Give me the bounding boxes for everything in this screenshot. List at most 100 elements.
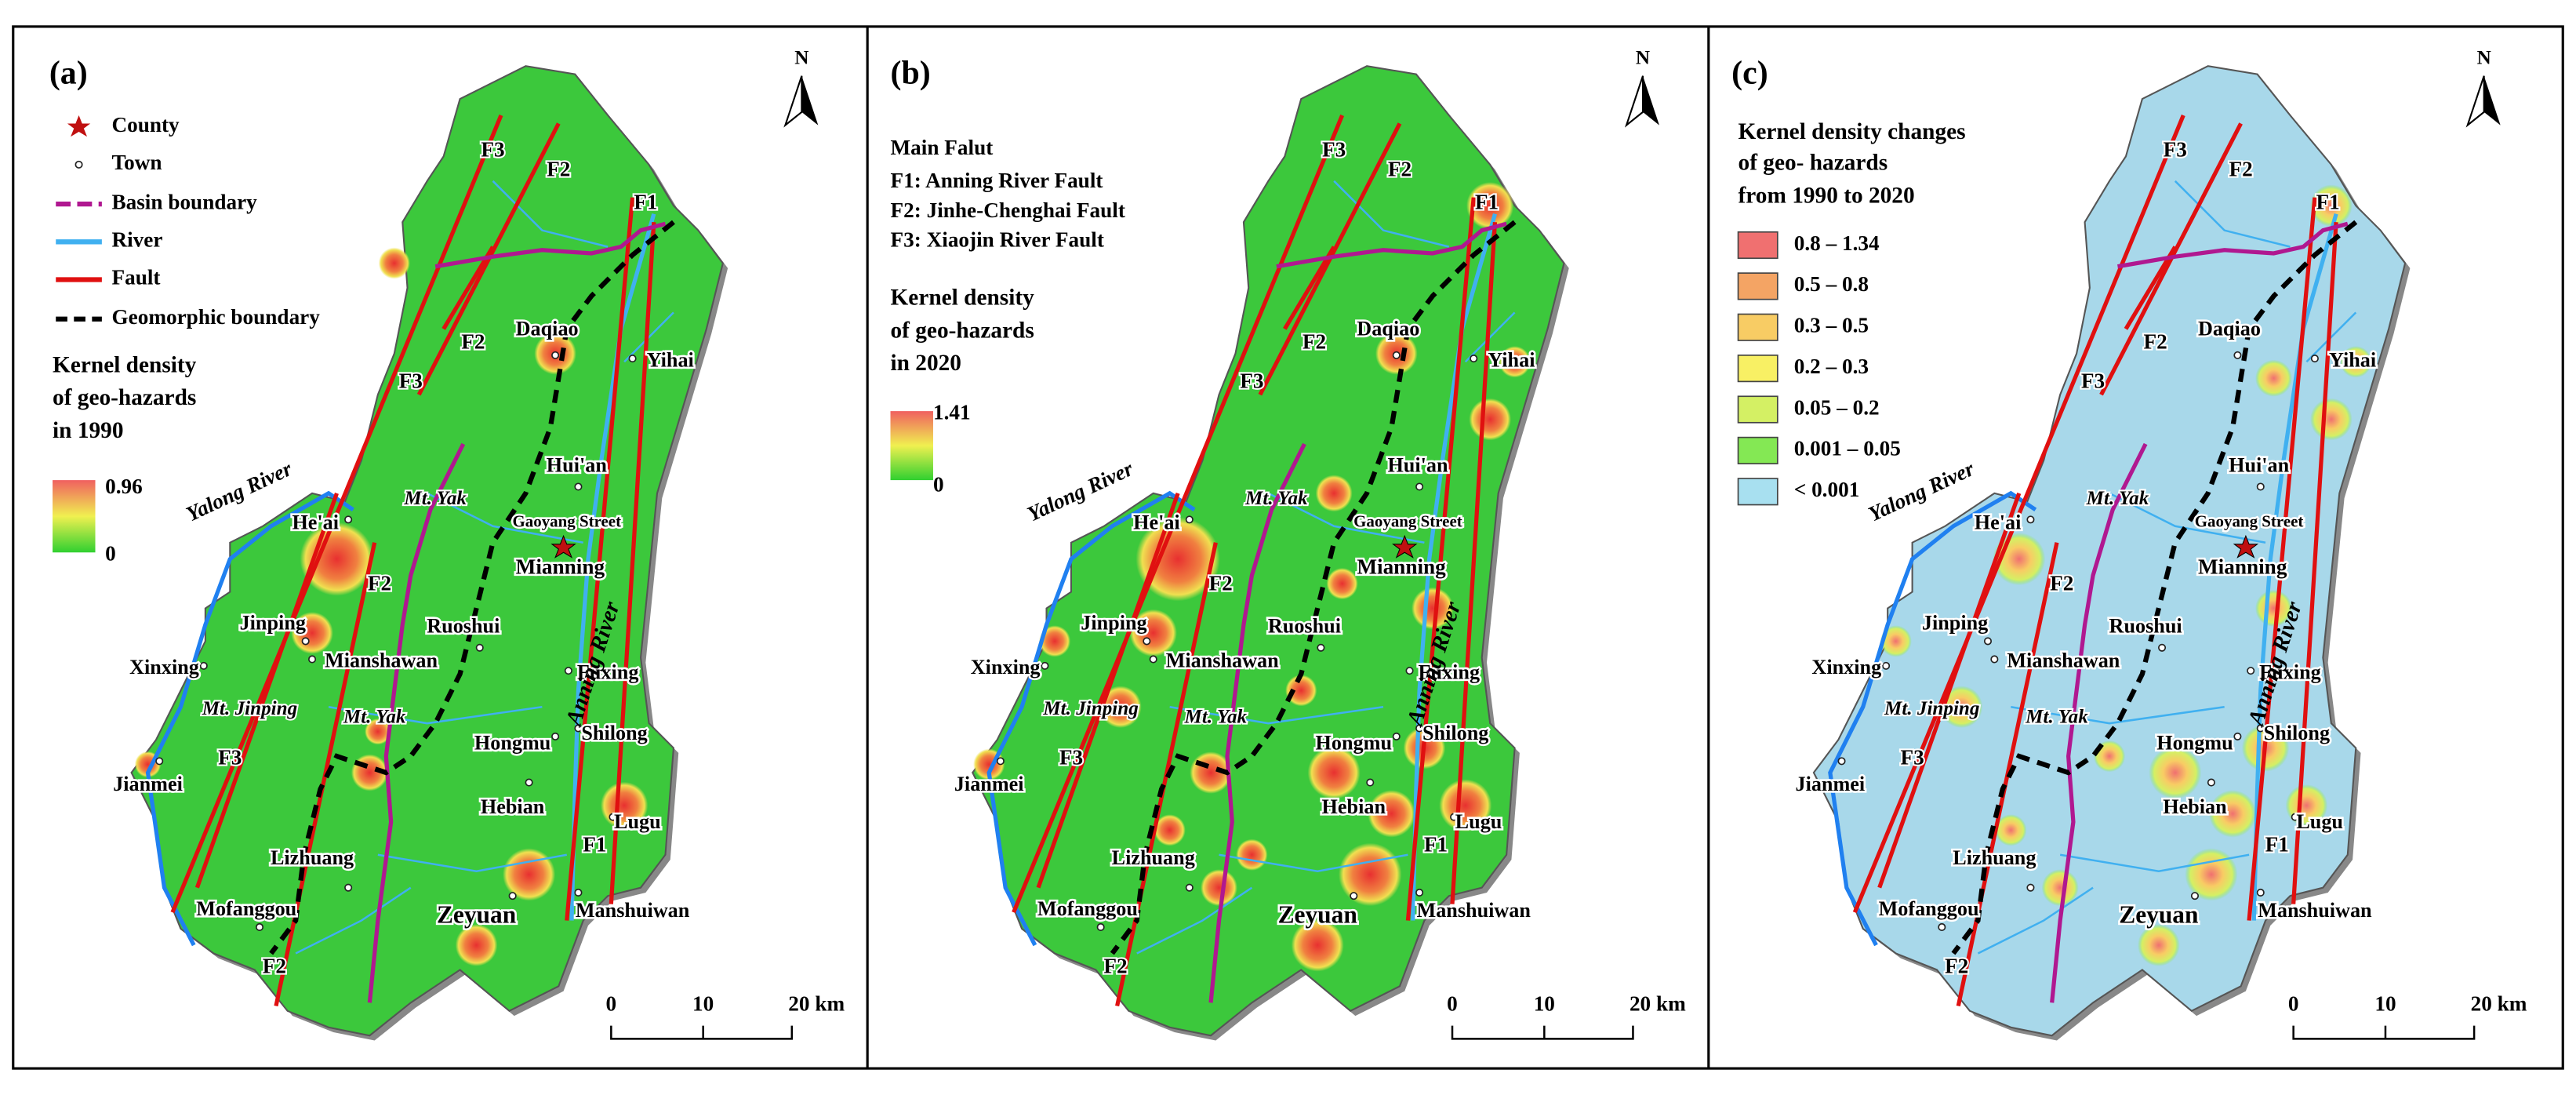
river bbox=[2174, 180, 2291, 248]
scale-bar bbox=[2292, 1025, 2476, 1040]
color-ramp bbox=[890, 411, 933, 481]
town-label: Hongmu bbox=[1316, 731, 1392, 754]
fault-label: F3 bbox=[1900, 746, 1924, 769]
town-dot bbox=[1405, 667, 1414, 675]
town-label: Gaoyang Street bbox=[1353, 511, 1462, 530]
fault bbox=[1012, 115, 1345, 914]
town-label: Zeyuan bbox=[2119, 901, 2198, 929]
county-star bbox=[1392, 534, 1418, 558]
hotspot bbox=[2310, 184, 2353, 227]
class-label: 0.001 – 0.05 bbox=[1794, 437, 1901, 460]
hotspot bbox=[291, 612, 333, 654]
basin-boundary bbox=[1208, 442, 1306, 1003]
north-label: N bbox=[1636, 48, 1650, 69]
north-arrow bbox=[783, 75, 803, 128]
class-swatch bbox=[1737, 272, 1778, 300]
town-label: Ruoshui bbox=[427, 615, 500, 638]
town-dot bbox=[525, 778, 533, 787]
town-label: Fuxing bbox=[2259, 660, 2321, 683]
river bbox=[427, 492, 583, 544]
town-label: He'ai bbox=[1975, 511, 2022, 534]
town-label: He'ai bbox=[1133, 511, 1180, 534]
panel-label: (a) bbox=[49, 55, 88, 91]
river bbox=[1977, 886, 2094, 955]
hotspot bbox=[1038, 625, 1071, 657]
color-ramp bbox=[53, 480, 96, 553]
hotspot bbox=[1285, 675, 1317, 707]
mountain-label: Mt. Jinping bbox=[1884, 698, 1979, 719]
town-dot bbox=[199, 661, 208, 670]
town-dot bbox=[1392, 732, 1401, 740]
fault-label: F3 bbox=[1322, 137, 1346, 161]
town-label: Lugu bbox=[2296, 810, 2343, 833]
basin-boundary bbox=[2050, 442, 2148, 1003]
hotspot bbox=[2149, 746, 2202, 799]
river bbox=[377, 853, 568, 872]
town-label: Mofanggou bbox=[1879, 897, 1979, 920]
fault-label: F3 bbox=[2164, 137, 2187, 161]
town-label: Manshuiwan bbox=[2258, 899, 2372, 922]
hotspot bbox=[1466, 182, 1514, 230]
river bbox=[986, 490, 1196, 947]
hotspot bbox=[365, 718, 391, 745]
legend-star bbox=[67, 115, 91, 137]
ramp-max: 1.41 bbox=[933, 401, 971, 424]
town-label: Mofanggou bbox=[1037, 897, 1138, 920]
town-dot bbox=[1938, 922, 1946, 931]
town-dot bbox=[551, 351, 560, 359]
fault bbox=[2247, 197, 2317, 921]
town-label: Zeyuan bbox=[1278, 901, 1357, 929]
county-star bbox=[2233, 534, 2259, 558]
mountain-label: Mt. Jinping bbox=[202, 698, 297, 719]
river bbox=[145, 490, 354, 947]
legend-item: Basin boundary bbox=[111, 190, 257, 213]
town-dot bbox=[308, 655, 317, 664]
fault-label: F2 bbox=[1208, 571, 1232, 595]
fault-label: F1 bbox=[2316, 190, 2340, 213]
legend-title: of geo-hazards bbox=[53, 385, 196, 410]
town-label: Hui'an bbox=[2229, 453, 2290, 476]
town-label: Hebian bbox=[1322, 795, 1386, 818]
town-label: Mianshawan bbox=[1166, 649, 1279, 672]
river bbox=[295, 886, 412, 955]
town-label: Daqiao bbox=[1357, 317, 1419, 340]
town-label: Lugu bbox=[614, 810, 661, 833]
hotspot bbox=[455, 924, 498, 966]
hotspot bbox=[1940, 686, 1983, 729]
town-dot bbox=[1450, 813, 1459, 821]
north-label: N bbox=[794, 48, 808, 69]
town-dot bbox=[2256, 888, 2265, 897]
river bbox=[2011, 705, 2225, 725]
scale-label: 0 bbox=[2288, 992, 2299, 1016]
county-star bbox=[550, 534, 576, 558]
town-label: Ruoshui bbox=[2109, 615, 2182, 638]
hotspot bbox=[503, 848, 556, 901]
town-dot bbox=[609, 813, 617, 821]
town-dot bbox=[551, 732, 560, 740]
town-label: Manshuiwan bbox=[1417, 899, 1531, 922]
scale-label: 10 bbox=[2374, 992, 2396, 1016]
legend-item: Fault bbox=[111, 266, 160, 289]
county-label: Mianning bbox=[1357, 555, 1446, 578]
town-label: Shilong bbox=[581, 722, 647, 744]
town-dot bbox=[1415, 482, 1424, 491]
town-dot bbox=[1983, 637, 1993, 646]
scale-label: 10 bbox=[1534, 992, 1555, 1016]
panel: Daqiao Yihai Hui'an Gaoyang Street He'ai Jinp… bbox=[890, 48, 1686, 1041]
north-arrow bbox=[2465, 75, 2485, 128]
town-dot bbox=[2256, 724, 2265, 733]
hotspot bbox=[1499, 346, 1531, 378]
town-dot bbox=[301, 637, 310, 646]
fault bbox=[170, 115, 503, 914]
hotspot bbox=[1339, 842, 1402, 907]
town-dot bbox=[1990, 655, 1999, 664]
river bbox=[2059, 853, 2250, 872]
fault bbox=[1877, 492, 2022, 889]
hotspot bbox=[1135, 517, 1220, 602]
town-dot bbox=[1041, 661, 1049, 670]
town-dot bbox=[1317, 643, 1325, 652]
mountain-label: Mt. Jinping bbox=[1042, 698, 1138, 719]
town-dot bbox=[2233, 732, 2242, 740]
town-label: Hongmu bbox=[2156, 731, 2233, 754]
hotspot bbox=[378, 247, 410, 279]
